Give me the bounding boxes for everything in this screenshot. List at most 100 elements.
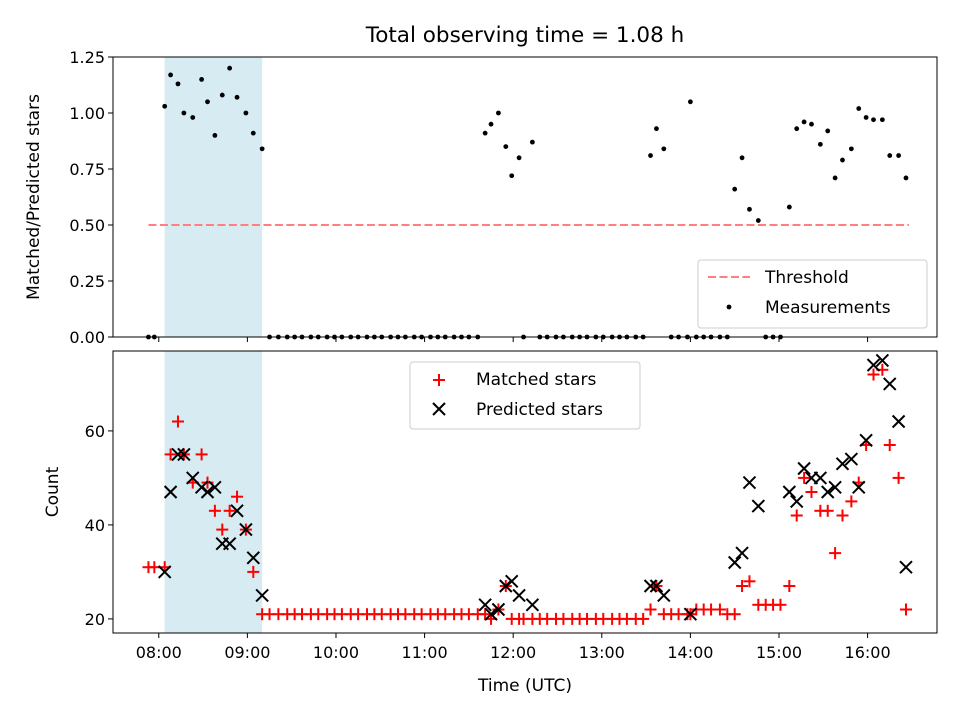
bottom-highlight-span — [164, 351, 263, 633]
matched-star-point — [231, 490, 244, 503]
measurement-point — [794, 126, 800, 132]
top-y-tick-label: 0.75 — [69, 160, 105, 179]
predicted-star-point — [821, 485, 835, 499]
matched-star-point — [713, 603, 726, 616]
measurement-point — [871, 117, 876, 123]
measurement-point — [732, 186, 738, 192]
measurement-point — [739, 155, 745, 161]
top-x-axis — [158, 337, 869, 342]
matched-star-point — [883, 439, 896, 451]
matched-star-point — [247, 565, 260, 578]
matched-star-point — [637, 612, 650, 625]
measurement-point — [250, 130, 256, 136]
matched-legend-label: Matched stars — [476, 370, 596, 390]
predicted-star-point — [643, 579, 658, 593]
matched-star-point — [798, 471, 811, 484]
predicted-star-point — [797, 461, 811, 476]
top-legend: Threshold Measurements — [697, 259, 928, 329]
predicted-star-point — [735, 546, 749, 560]
predicted-star-point — [866, 358, 881, 372]
predicted-star-point — [177, 447, 191, 462]
predicted-star-point — [246, 551, 260, 565]
measurement-point — [259, 146, 265, 152]
measurement-point — [190, 115, 196, 120]
matched-star-point — [892, 471, 905, 484]
measurement-point — [687, 99, 693, 105]
measurement-point — [879, 117, 885, 123]
measurement-point — [896, 153, 902, 158]
measurement-point — [529, 139, 535, 145]
bottom-y-axis-label: Count — [43, 466, 63, 517]
matched-star-point — [736, 580, 749, 592]
predicted-star-point — [891, 414, 906, 429]
measurement-point — [840, 157, 845, 163]
matched-star-point — [195, 448, 208, 461]
matched-star-point — [805, 486, 818, 498]
measurement-point — [243, 110, 249, 116]
predicted-star-point — [171, 447, 185, 462]
bottom-plot-frame — [112, 350, 938, 634]
top-y-tick-label: 1.00 — [69, 104, 105, 123]
top-y-axis-label: Matched/Predicted stars — [24, 94, 44, 300]
predicted-star-point — [478, 598, 492, 612]
measurement-point — [234, 94, 240, 100]
bottom-legend: Matched stars Predicted stars — [409, 361, 641, 430]
threshold-legend-label: Threshold — [764, 268, 849, 288]
bottom-x-tick-label: 15:00 — [756, 643, 802, 662]
predicted-star-point — [512, 588, 526, 603]
predicted-star-point — [828, 480, 842, 495]
bottom-x-tick-label: 14:00 — [667, 643, 713, 662]
matched-star-point — [821, 504, 834, 517]
matched-star-point — [164, 448, 177, 461]
matched-legend-swatch — [433, 374, 445, 386]
matched-star-point — [783, 580, 796, 592]
predicted-star-point — [484, 607, 498, 621]
top-y-tick-label: 0.50 — [69, 216, 105, 235]
measurement-point — [887, 153, 893, 158]
matched-star-point — [223, 504, 236, 517]
predicted-star-point — [751, 499, 766, 513]
top-panel: 0.00 0.25 0.50 0.75 1.00 1.25 Matched/Predict… — [24, 48, 938, 347]
bottom-marks — [142, 353, 913, 625]
measurement-point — [482, 130, 488, 136]
top-plot-frame — [112, 56, 938, 338]
predicted-star-point — [852, 480, 866, 495]
predicted-star-point — [649, 579, 664, 593]
predicted-star-point — [859, 433, 873, 448]
measurement-point — [496, 110, 501, 116]
predicted-star-point — [222, 536, 237, 551]
matched-star-point — [774, 598, 787, 611]
measurement-point — [205, 99, 210, 105]
top-y-tick-label: 0.00 — [69, 328, 105, 347]
bottom-x-tick-label: 16:00 — [845, 643, 891, 662]
measurement-point — [817, 141, 823, 147]
measurement-point — [162, 103, 168, 109]
measurement-point — [848, 146, 854, 152]
measurements-legend-swatch — [726, 304, 732, 310]
measurement-point — [199, 77, 205, 82]
predicted-legend-label: Predicted stars — [476, 400, 603, 420]
measurement-point — [747, 206, 752, 212]
predicted-star-point — [157, 565, 172, 579]
measurement-point — [219, 92, 225, 98]
top-y-axis: 0.00 0.25 0.50 0.75 1.00 1.25 — [69, 48, 113, 347]
bottom-y-tick-label: 40 — [85, 516, 105, 535]
measurement-point — [809, 121, 814, 127]
predicted-star-point — [742, 475, 757, 490]
matched-star-point — [216, 523, 229, 536]
measurement-point — [863, 115, 869, 120]
measurement-point — [503, 144, 509, 150]
bottom-x-axis: 08:00 09:00 10:00 11:00 12:00 13:00 14:00 15:00… — [136, 633, 891, 662]
top-y-tick-label: 1.25 — [69, 48, 105, 67]
predicted-legend-swatch — [432, 402, 446, 416]
predicted-star-point — [525, 598, 540, 612]
measurement-point — [516, 155, 522, 161]
matched-star-point — [171, 415, 184, 428]
measurement-point — [856, 106, 862, 111]
matched-star-point — [743, 575, 756, 588]
predicted-star-point — [844, 452, 859, 466]
bottom-y-axis: 20 40 60 — [85, 422, 113, 629]
predicted-star-point — [683, 607, 698, 621]
